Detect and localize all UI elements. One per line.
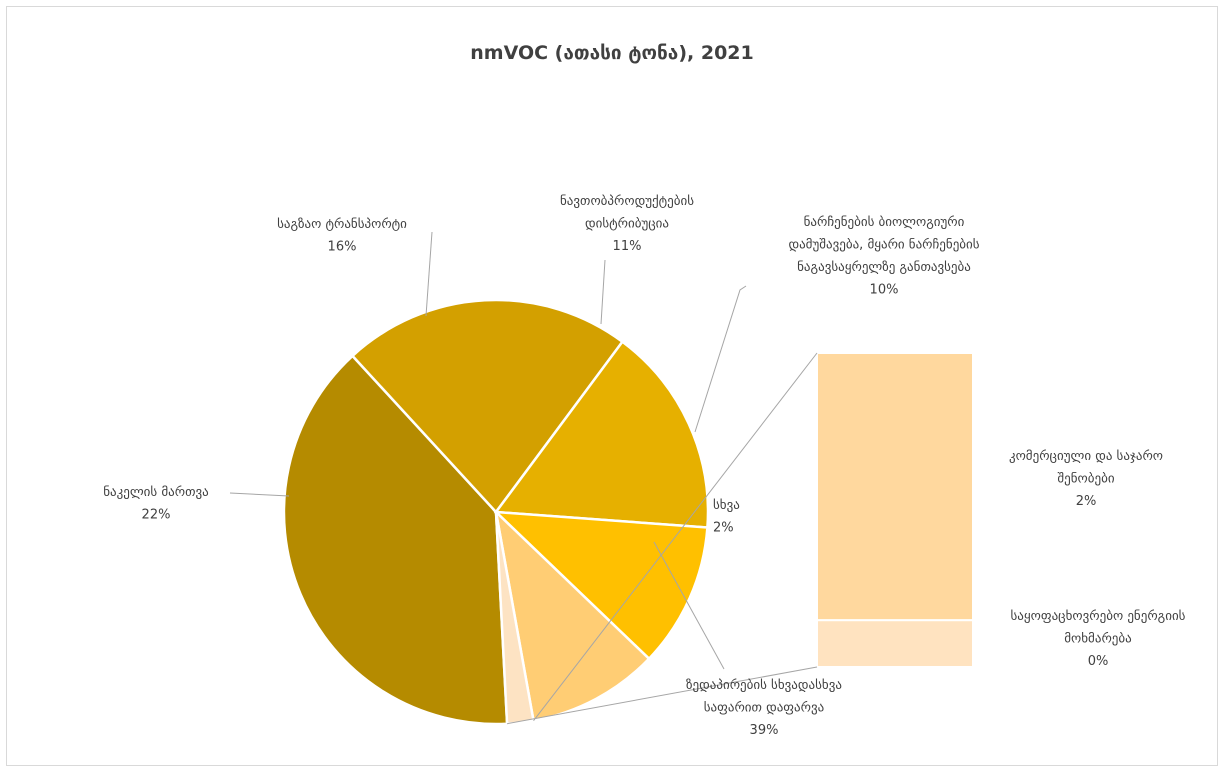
bar-connector-bottom	[507, 666, 818, 725]
breakdown-label-0: კომერციული და საჯარო შენობები 2%	[1009, 449, 1163, 509]
leader-line-3	[600, 259, 606, 325]
pie-slice-2	[493, 340, 710, 529]
slice-label-2: საგზაო ტრანსპორტი 16%	[277, 217, 407, 255]
breakdown-label-1: საყოფაცხოვრებო ენერგიის მოხმარება 0%	[1011, 609, 1186, 669]
slice-label-3: ნავთობპროდუქტების დისტრიბუცია 11%	[560, 194, 694, 254]
breakdown-segment-1	[816, 619, 974, 669]
slice-label-2-line-0: საგზაო ტრანსპორტი	[277, 217, 407, 232]
breakdown-label-0-line-0: კომერციული და საჯარო	[1009, 449, 1163, 464]
slice-label-4-line-1: დამუშავება, მყარი ნარჩენების	[788, 238, 979, 253]
slice-label-4-pct: 10%	[870, 283, 899, 298]
leader-line-4	[694, 285, 747, 433]
pie-slice-3	[492, 510, 709, 661]
pie-slice-1	[350, 298, 625, 514]
slice-label-5-pct: 2%	[713, 521, 734, 536]
slice-label-3-line-0: ნავთობპროდუქტების	[560, 194, 694, 209]
slice-label-4-line-0: ნარჩენების ბიოლოგიური	[804, 215, 965, 230]
slice-label-2-pct: 16%	[328, 240, 357, 255]
leader-line-2	[425, 231, 433, 317]
slice-label-1: ნაკელის მართვა 22%	[103, 485, 209, 523]
slice-label-3-line-1: დისტრიბუცია	[585, 217, 669, 232]
breakdown-label-1-pct: 0%	[1088, 654, 1109, 669]
bar-connector-top	[533, 352, 818, 721]
breakdown-segment-0	[816, 352, 974, 622]
slice-label-4: ნარჩენების ბიოლოგიური დამუშავება, მყარი ნ…	[788, 215, 979, 298]
slice-label-0-line-1: საფარით დაფარვა	[704, 701, 825, 716]
breakdown-label-0-pct: 2%	[1076, 494, 1097, 509]
breakdown-label-1-line-0: საყოფაცხოვრებო ენერგიის	[1011, 609, 1186, 624]
slice-label-5-line-0: სხვა	[713, 498, 740, 513]
leader-line-0	[653, 541, 725, 670]
pie-chart: ზედაპირების სხვადასხვა საფარით დაფარვა 39%…	[103, 194, 1186, 738]
pie-slice-0	[282, 354, 509, 726]
breakdown-label-1-line-1: მოხმარება	[1064, 632, 1131, 647]
slice-label-1-pct: 22%	[142, 508, 171, 523]
slice-label-0: ზედაპირების სხვადასხვა საფარით დაფარვა 39%	[686, 678, 842, 738]
slice-label-0-line-0: ზედაპირების სხვადასხვა	[686, 678, 842, 693]
chart-title: nmVOC (ათასი ტონა), 2021	[470, 42, 754, 64]
leader-line-1	[229, 492, 290, 497]
pie-slice-4	[494, 508, 651, 723]
slice-label-3-pct: 11%	[613, 239, 642, 254]
slice-label-0-pct: 39%	[750, 723, 779, 738]
breakdown-label-0-line-1: შენობები	[1057, 472, 1114, 487]
slice-label-1-line-0: ნაკელის მართვა	[103, 485, 209, 500]
slice-label-5: სხვა 2%	[713, 498, 740, 536]
slice-label-4-line-2: ნაგავსაყრელზე განთავსება	[797, 260, 971, 275]
